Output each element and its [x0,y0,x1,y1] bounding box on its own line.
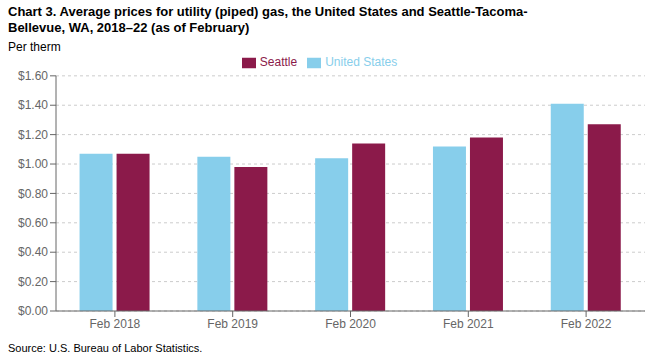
svg-text:$0.60: $0.60 [18,216,48,230]
svg-text:$1.40: $1.40 [18,98,48,112]
svg-text:$1.00: $1.00 [18,157,48,171]
svg-text:Feb 2022: Feb 2022 [561,317,612,331]
svg-text:Feb 2018: Feb 2018 [90,317,141,331]
html-text:Source: U.S. Bureau of Labor S: Source: U.S. Bureau of Labor Statistics. [8,342,203,354]
svg-text:$0.80: $0.80 [18,187,48,201]
svg-text:$1.20: $1.20 [18,128,48,142]
html-text:Per therm: Per therm [8,40,61,54]
svg-text:Feb 2020: Feb 2020 [325,317,376,331]
svg-text:$0.20: $0.20 [18,275,48,289]
html-text:Chart 3. Average prices for ut: Chart 3. Average prices for utility (pip… [8,4,528,19]
svg-text:Feb 2019: Feb 2019 [207,317,258,331]
html-text:Bellevue, WA, 2018–22 (as of F: Bellevue, WA, 2018–22 (as of February) [8,20,250,35]
svg-text:$1.60: $1.60 [18,69,48,83]
svg-text:Feb 2021: Feb 2021 [443,317,494,331]
svg-text:$0.40: $0.40 [18,245,48,259]
html-text:Seattle: Seattle [259,55,298,69]
svg-text:$0.00: $0.00 [18,304,48,318]
html-text:United States: United States [325,55,398,69]
